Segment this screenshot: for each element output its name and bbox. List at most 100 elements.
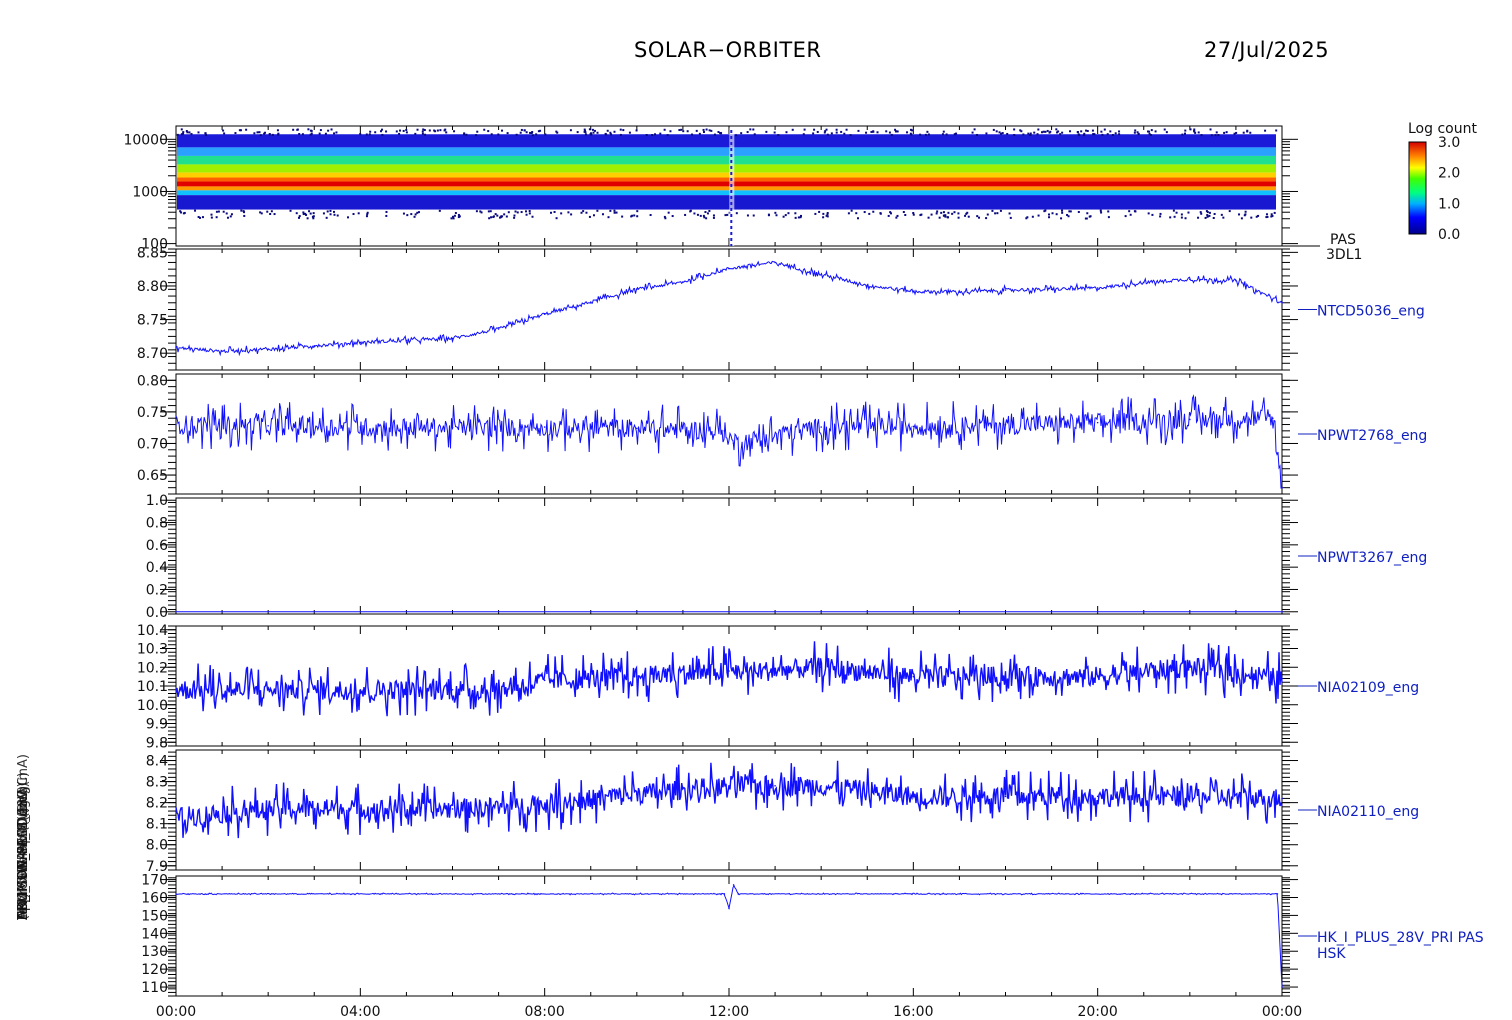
y-tick-label: 8.4 [146,754,168,770]
data-point [1235,279,1237,282]
data-point [267,424,269,427]
data-point [405,339,408,342]
y-tick-label: 150 [141,908,168,924]
data-point [451,426,454,429]
data-point [820,426,822,428]
y-tick-label: 0.75 [137,405,168,421]
data-point [737,893,740,895]
data-point [728,267,730,270]
data-point [1281,610,1283,613]
series-line [175,260,1283,357]
data-point [451,688,454,691]
y-tick-label: 10.3 [137,642,168,658]
series-line [175,641,1283,717]
data-point [359,808,362,810]
data-point [543,679,546,682]
data-point [820,784,822,787]
data-point [1004,423,1007,426]
y-tick-label: 0.65 [137,468,168,484]
data-point [728,907,730,910]
data-point [723,893,726,895]
data-point [682,281,684,283]
data-point [221,350,223,352]
series-label: NTCD5036_eng [1317,304,1425,320]
y-tick-label: 130 [141,944,168,960]
y-tick-label: 8.1 [146,817,168,833]
data-point [1281,486,1283,489]
series-label: NIA02110_eng [1317,804,1419,820]
series-label-2: HSK [1317,946,1346,962]
panel-panel-4 [160,497,1317,615]
data-point [866,284,869,287]
data-point [820,666,822,669]
data-point [359,426,362,428]
y-tick-label: 10000 [123,132,168,148]
panel-panel-5 [160,625,1317,747]
data-point [820,273,822,276]
y-tick-label: 1.0 [146,493,168,509]
data-point [1271,417,1274,420]
y-tick-label: 10.4 [137,623,168,639]
y-tick-label: 0.80 [137,373,168,389]
data-point [1142,281,1145,284]
data-point [451,337,454,340]
data-point [912,795,915,798]
panel-panel-7 [160,875,1317,997]
y-tick-label: 8.75 [137,313,168,329]
series-label: NPWT2768_eng [1317,428,1427,444]
data-point [359,341,362,344]
y-tick-label: 10.1 [137,679,168,695]
data-point [1281,301,1283,304]
date-title: 27/Jul/2025 [1204,38,1330,62]
data-point [912,290,915,293]
mission-title: SOLAR−ORBITER [634,38,822,62]
colorbar-label: Log count [1408,121,1477,137]
data-point [175,610,177,613]
y-tick-label: 8.85 [137,245,168,261]
y-tick-label: 140 [141,926,168,942]
y-tick-label: 0.2 [146,582,168,598]
data-point [313,345,316,347]
y-tick-label: 160 [141,890,168,906]
data-point [774,784,776,787]
data-point [359,688,362,691]
y-tick-label: 0.0 [146,605,168,621]
y-tick-label: 0.4 [146,560,168,576]
data-point [1276,893,1279,895]
x-tick-label: 16:00 [893,1004,933,1020]
data-point [958,291,961,293]
y-tick-label: 8.0 [146,838,168,854]
data-point [1050,288,1053,291]
data-point [543,313,546,316]
x-tick-label: 20:00 [1077,1004,1117,1020]
instrument-label: PAS [1330,232,1356,248]
y-tick-label: 8.80 [137,279,168,295]
series-line [175,394,1283,489]
data-point [1004,795,1007,798]
y-tick-label: 0.6 [146,538,168,554]
data-point [636,675,638,678]
y-tick-label: 9.9 [146,717,168,733]
data-point [1189,418,1191,421]
data-point [1004,289,1007,291]
data-point [636,793,638,796]
data-point [175,816,177,819]
data-point [497,688,500,691]
data-point [774,670,776,672]
data-point [1189,278,1191,281]
x-tick-label: 00:00 [156,1004,196,1020]
colorbar-tick-label: 2.0 [1438,166,1460,182]
series-label: NIA02109_eng [1317,680,1419,696]
data-point [912,675,915,678]
y-tick-label: 10.2 [137,660,168,676]
data-point [175,347,177,349]
series-line [175,760,1283,839]
data-point [451,808,454,810]
product-label: 3DL1 [1326,247,1362,263]
x-tick-label: 00:00 [1262,1004,1302,1020]
data-point [732,884,735,886]
y-tick-label: 9.8 [146,735,168,751]
data-point [728,784,730,787]
data-point [175,688,177,691]
